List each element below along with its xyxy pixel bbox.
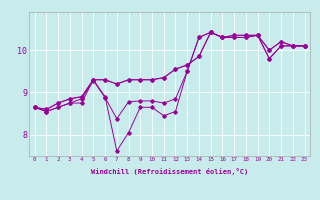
X-axis label: Windchill (Refroidissement éolien,°C): Windchill (Refroidissement éolien,°C) <box>91 168 248 175</box>
